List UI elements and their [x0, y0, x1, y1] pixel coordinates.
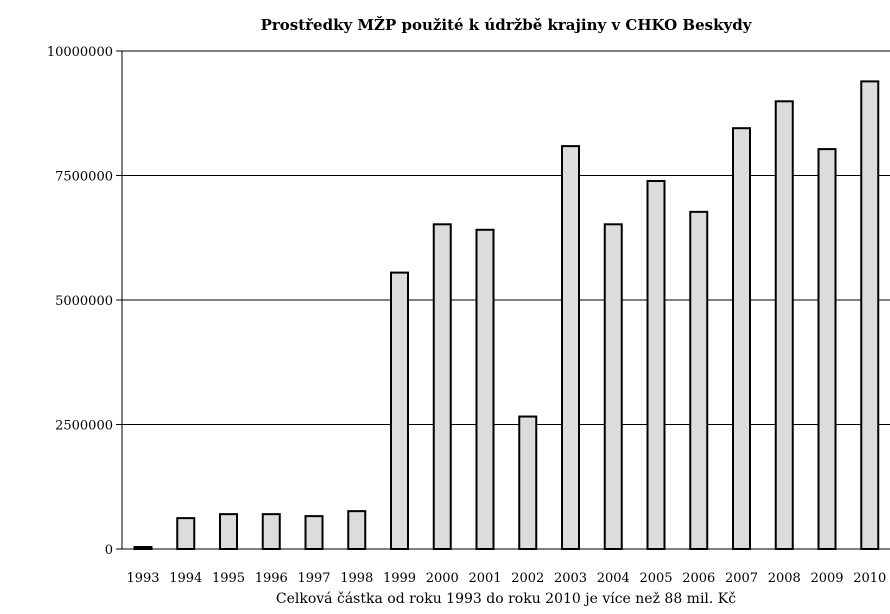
bar [133, 546, 153, 550]
bar [347, 510, 367, 551]
bar [390, 271, 409, 550]
x-tick-label: 2002 [511, 571, 544, 586]
bars [133, 80, 880, 551]
bar [860, 80, 880, 551]
x-tick-label: 2008 [768, 571, 801, 586]
bar [603, 223, 623, 551]
gridlines [116, 50, 890, 550]
y-tick-label: 10000000 [47, 45, 113, 60]
x-tick-label: 1995 [212, 571, 245, 586]
x-tick-label: 1993 [126, 571, 159, 586]
bar [817, 148, 837, 551]
bar [475, 228, 495, 550]
bar [732, 127, 751, 550]
x-tick-label: 2006 [682, 571, 715, 586]
bar [646, 179, 666, 550]
x-tick-label: 1996 [255, 571, 288, 586]
x-tick-label: 2009 [810, 571, 843, 586]
x-tick-label: 2001 [468, 571, 501, 586]
chart-caption: Celková částka od roku 1993 do roku 2010… [276, 591, 736, 607]
bar [774, 100, 794, 550]
bar [518, 415, 538, 551]
y-tick-label: 7500000 [55, 170, 113, 185]
bar [176, 517, 196, 551]
x-tick-label: 2010 [853, 571, 886, 586]
bar [561, 145, 580, 550]
y-tick-label: 5000000 [55, 294, 113, 309]
x-tick-label: 1998 [340, 571, 373, 586]
y-tick-label: 2500000 [55, 419, 113, 434]
bar [219, 513, 238, 551]
chart-title: Prostředky MŽP použité k údržbě krajiny … [261, 16, 753, 34]
x-tick-label: 2003 [554, 571, 587, 586]
bar [432, 223, 452, 551]
bar [304, 515, 324, 551]
y-tick-labels: 0 2500000 5000000 7500000 10000000 [47, 45, 113, 558]
x-tick-label: 2007 [725, 571, 758, 586]
bar [261, 513, 281, 551]
x-tick-labels: 1993 1994 1995 1996 1997 1998 1999 2000 2001 2002… [126, 571, 886, 586]
x-tick-label: 1997 [297, 571, 330, 586]
x-tick-label: 1994 [169, 571, 202, 586]
bar [689, 210, 709, 550]
x-tick-label: 2000 [426, 571, 459, 586]
x-tick-label: 2005 [639, 571, 672, 586]
x-tick-label: 2004 [597, 571, 630, 586]
y-tick-label: 0 [105, 543, 113, 558]
x-tick-label: 1999 [383, 571, 416, 586]
